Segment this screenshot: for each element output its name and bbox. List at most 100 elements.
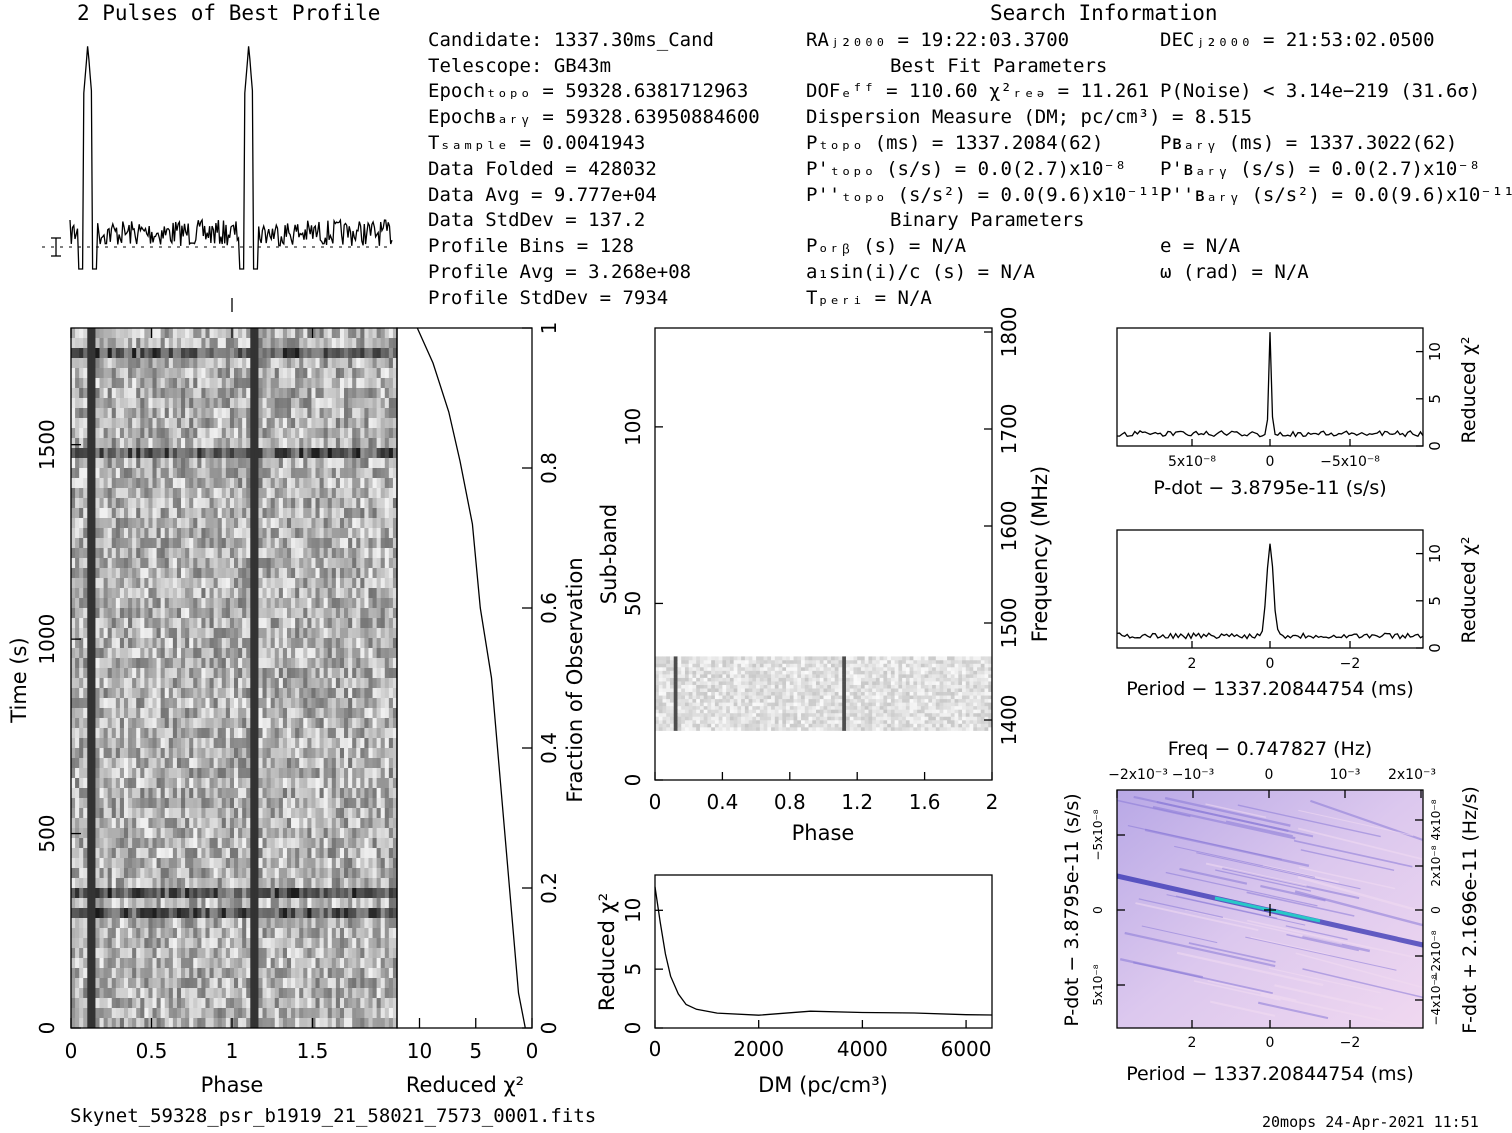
time-phase-cell — [225, 778, 231, 789]
time-phase-cell — [95, 418, 100, 429]
time-phase-cell — [291, 618, 296, 629]
time-phase-cell — [311, 888, 316, 899]
time-phase-cell — [189, 498, 194, 509]
time-phase-cell — [87, 538, 92, 549]
time-phase-cell — [246, 688, 251, 699]
time-phase-cell — [99, 588, 105, 599]
time-phase-cell — [185, 928, 190, 939]
time-phase-cell — [384, 748, 390, 759]
time-phase-cell — [95, 358, 100, 369]
time-phase-cell — [229, 788, 235, 799]
time-phase-cell — [172, 928, 178, 939]
time-phase-cell — [274, 598, 280, 609]
time-phase-cell — [278, 548, 284, 559]
time-phase-cell — [168, 868, 174, 879]
time-phase-cell — [335, 388, 341, 399]
time-phase-cell — [229, 358, 235, 369]
time-phase-cell — [229, 908, 235, 919]
time-phase-cell — [299, 828, 304, 839]
time-phase-cell — [140, 728, 145, 739]
time-phase-cell — [364, 408, 369, 419]
time-phase-cell — [103, 558, 109, 569]
time-phase-cell — [221, 808, 227, 819]
time-phase-cell — [189, 828, 194, 839]
time-phase-cell — [156, 758, 162, 769]
time-phase-cell — [376, 398, 382, 409]
time-phase-cell — [119, 458, 125, 469]
time-phase-cell — [75, 728, 80, 739]
time-phase-cell — [160, 618, 166, 629]
time-phase-cell — [327, 888, 333, 899]
time-phase-cell — [185, 398, 190, 409]
time-phase-cell — [123, 428, 129, 439]
time-phase-cell — [384, 578, 390, 589]
time-phase-cell — [193, 368, 198, 379]
time-phase-cell — [181, 488, 186, 499]
time-phase-cell — [352, 558, 357, 569]
time-phase-cell — [376, 588, 382, 599]
time-phase-cell — [213, 738, 219, 749]
time-phase-cell — [156, 388, 162, 399]
time-phase-cell — [368, 828, 373, 839]
time-phase-cell — [254, 388, 259, 399]
time-phase-cell — [376, 778, 382, 789]
time-phase-cell — [156, 898, 162, 909]
time-phase-cell — [103, 538, 109, 549]
time-phase-cell — [75, 528, 80, 539]
time-phase-cell — [258, 738, 263, 749]
time-phase-cell — [254, 938, 259, 949]
time-phase-cell — [234, 358, 239, 369]
time-phase-cell — [119, 628, 125, 639]
time-phase-cell — [87, 928, 92, 939]
time-phase-cell — [71, 648, 76, 659]
time-phase-cell — [119, 748, 125, 759]
time-phase-cell — [103, 468, 109, 479]
time-phase-cell — [91, 658, 96, 669]
time-phase-cell — [295, 548, 300, 559]
time-phase-cell — [352, 868, 357, 879]
pdot-bary-line: P'ʙₐᵣᵧ (s/s) = 0.0(2.7)x10⁻⁸ — [1160, 158, 1481, 180]
time-phase-cell — [176, 688, 182, 699]
time-phase-cell — [392, 378, 398, 389]
time-phase-cell — [205, 908, 210, 919]
time-phase-cell — [172, 478, 178, 489]
time-phase-cell — [295, 688, 300, 699]
time-phase-cell — [176, 518, 182, 529]
time-phase-cell — [209, 908, 215, 919]
time-phase-cell — [331, 658, 337, 669]
time-phase-cell — [384, 418, 390, 429]
time-phase-cell — [352, 858, 357, 869]
time-phase-cell — [193, 328, 198, 339]
time-phase-cell — [352, 378, 357, 389]
time-phase-cell — [246, 698, 251, 709]
time-phase-cell — [339, 708, 345, 719]
time-phase-cell — [221, 768, 227, 779]
time-phase-cell — [91, 468, 96, 479]
time-phase-cell — [356, 738, 361, 749]
time-phase-cell — [384, 788, 390, 799]
time-phase-cell — [307, 638, 312, 649]
time-phase-cell — [193, 728, 198, 739]
time-phase-cell — [344, 658, 349, 669]
time-phase-cell — [348, 668, 353, 679]
time-phase-cell — [250, 498, 255, 509]
time-phase-cell — [266, 918, 272, 929]
time-phase-cell — [209, 808, 215, 819]
time-phase-cell — [388, 708, 394, 719]
time-phase-cell — [168, 918, 174, 929]
time-phase-cell — [201, 408, 206, 419]
time-phase-cell — [364, 918, 369, 929]
time-phase-cell — [270, 508, 276, 519]
time-phase-cell — [229, 858, 235, 869]
time-phase-cell — [270, 378, 276, 389]
time-phase-cell — [339, 868, 345, 879]
time-phase-cell — [352, 618, 357, 629]
time-phase-cell — [388, 468, 394, 479]
time-phase-cell — [348, 688, 353, 699]
time-phase-cell — [119, 388, 125, 399]
time-phase-cell — [83, 918, 88, 929]
time-phase-cell — [311, 668, 316, 679]
time-phase-cell — [348, 748, 353, 759]
time-phase-cell — [315, 768, 320, 779]
time-phase-cell — [164, 918, 170, 929]
